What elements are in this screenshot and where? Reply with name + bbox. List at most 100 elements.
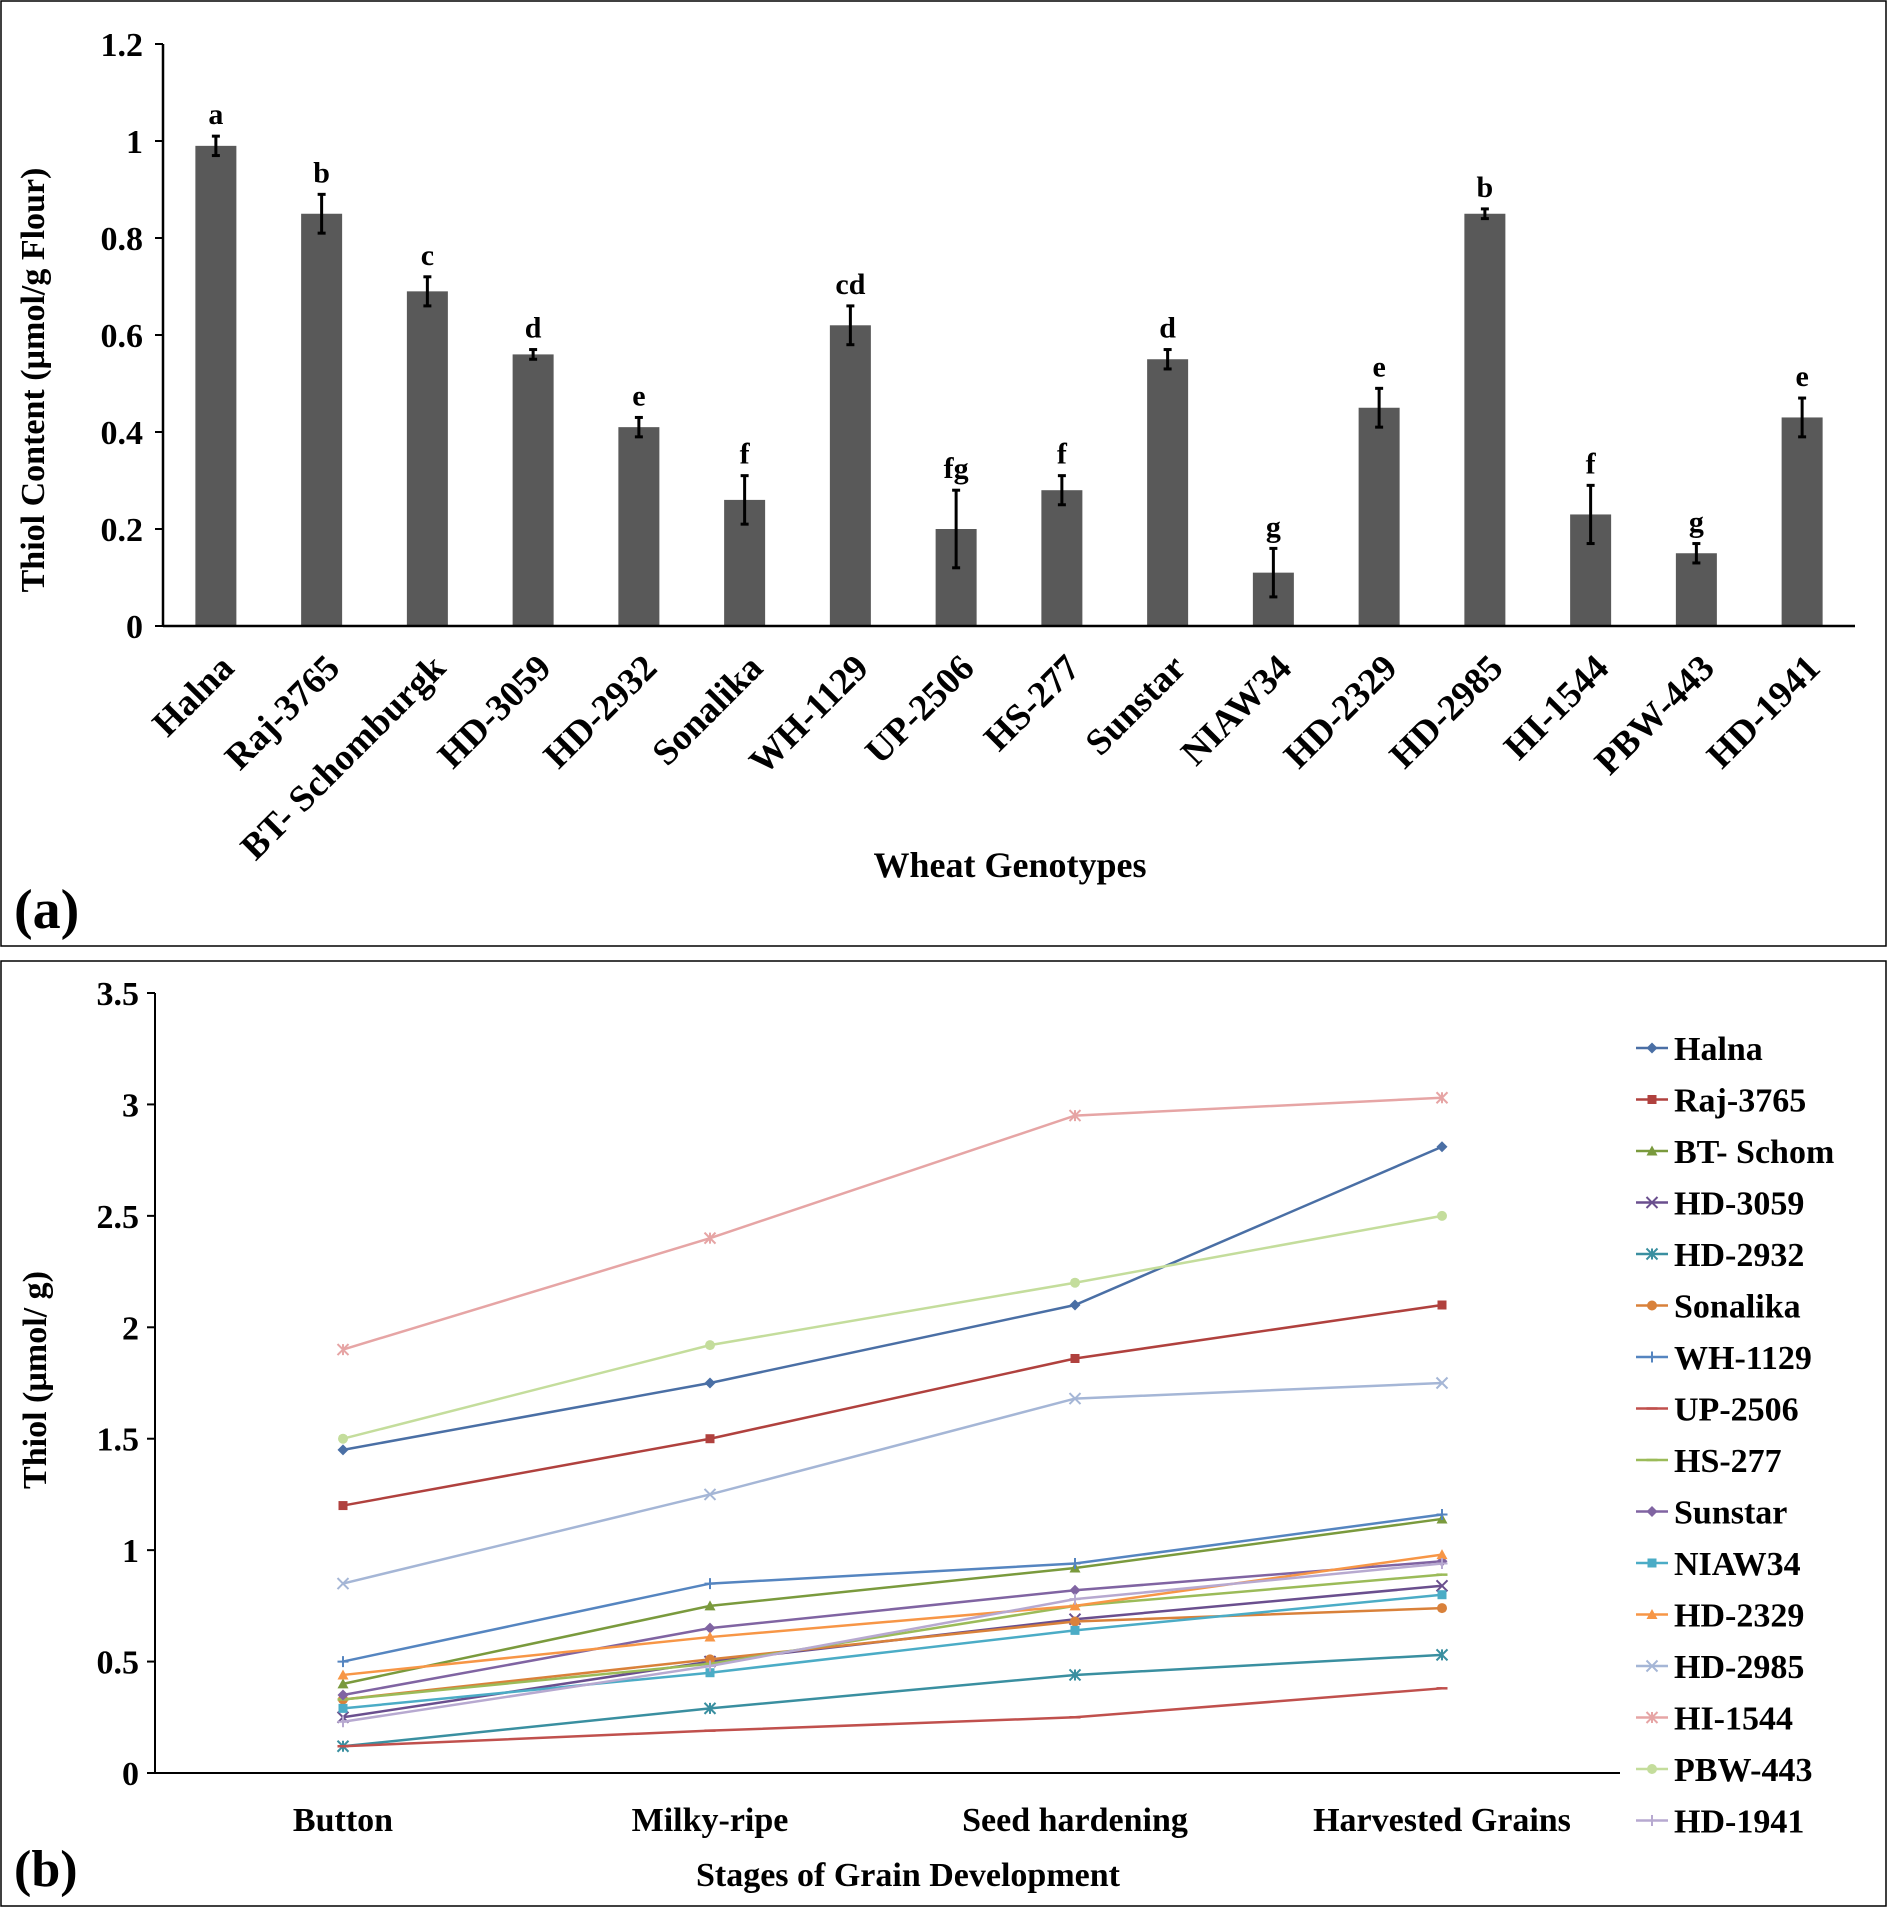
panel-b-label: (b) bbox=[14, 1841, 78, 1898]
panel-b-data-point bbox=[1068, 1109, 1082, 1122]
panel-b-legend-item: HI-1544 bbox=[1636, 1701, 1793, 1738]
panel-b-data-point bbox=[1437, 1603, 1447, 1614]
panel-b-legend-item: HD-3059 bbox=[1636, 1186, 1804, 1223]
panel-b-legend-item: Raj-3765 bbox=[1636, 1083, 1806, 1120]
panel-b-data-point bbox=[703, 1231, 717, 1245]
panel-a-significance-letter: d bbox=[525, 312, 542, 345]
panel-b-legend-marker bbox=[1647, 1095, 1657, 1104]
panel-b-data-point bbox=[336, 1577, 350, 1590]
panel-b-series bbox=[336, 1091, 1449, 1753]
panel-a-y-axis: 0 0.2 0.4 0.6 0.8 1 1.2 bbox=[101, 27, 165, 646]
panel-a-bar bbox=[1464, 213, 1506, 626]
panel-b-data-point bbox=[1437, 1210, 1447, 1221]
panel-b-legend-marker bbox=[1647, 1558, 1657, 1568]
panel-b-series-13 bbox=[336, 1091, 1449, 1356]
panel-b-y-tick-label: 0 bbox=[122, 1756, 139, 1793]
panel-a-bar bbox=[618, 427, 660, 626]
panel-a-bar bbox=[512, 354, 554, 626]
panel-b-legend-label: BT- Schom bbox=[1674, 1134, 1834, 1171]
panel-b-data-point bbox=[1436, 1558, 1448, 1570]
panel-b-series-6 bbox=[337, 1508, 1448, 1668]
panel-b-x-axis-label: Stages of Grain Development bbox=[696, 1857, 1121, 1894]
panel-b-data-point bbox=[1069, 1558, 1081, 1570]
panel-b-legend-label: NIAW34 bbox=[1674, 1546, 1801, 1583]
panel-b-series-14 bbox=[338, 1210, 1447, 1444]
panel-b-data-point bbox=[1070, 1616, 1080, 1627]
panel-b-legend-label: HD-2985 bbox=[1674, 1649, 1804, 1686]
panel-b-y-tick-label: 1.5 bbox=[97, 1422, 140, 1459]
panel-b-data-point bbox=[337, 1716, 349, 1728]
panel-b-data-point bbox=[337, 1656, 349, 1668]
panel-b-y-tick-label: 3 bbox=[122, 1087, 139, 1124]
panel-a-significance-letter: fg bbox=[944, 452, 969, 485]
panel-b-x-axis: Button Milky-ripe Seed hardening Harvested … bbox=[155, 1772, 1620, 1839]
panel-b-series-1 bbox=[338, 1300, 1447, 1511]
panel-b-y-tick-label: 1 bbox=[122, 1533, 139, 1570]
panel-b-data-point bbox=[704, 1578, 716, 1590]
panel-b-legend-item: HS-277 bbox=[1636, 1443, 1782, 1480]
panel-b-legend: Halna Raj-3765 BT- Schom HD-3059 HD-2932 Sona… bbox=[1636, 1031, 1834, 1841]
panel-b-y-tick-label: 2 bbox=[122, 1310, 139, 1347]
panel-a-significance-letter: b bbox=[313, 156, 330, 189]
panel-a-bar bbox=[1147, 359, 1189, 626]
panel-a-label: (a) bbox=[14, 879, 79, 941]
panel-b-data-point bbox=[1436, 1549, 1448, 1560]
panel-b-data-point bbox=[338, 1501, 348, 1511]
panel-a-bar bbox=[1358, 407, 1400, 626]
panel-b-series-5 bbox=[338, 1603, 1447, 1705]
panel-b-legend-marker bbox=[1646, 1351, 1658, 1363]
panel-a-x-tick-label: HD-2932 bbox=[536, 647, 665, 776]
panel-a-border bbox=[0, 0, 1887, 947]
panel-a-bar bbox=[1781, 417, 1823, 626]
panel-b-data-point bbox=[337, 1678, 349, 1689]
panel-b-legend-label: PBW-443 bbox=[1674, 1752, 1813, 1789]
panel-a-significance-letter: f bbox=[1586, 447, 1597, 480]
panel-a-x-tick-label: HD-1941 bbox=[1699, 647, 1828, 776]
panel-b-data-point bbox=[705, 1340, 715, 1351]
panel-a-bar bbox=[1675, 553, 1717, 626]
panel-b-data-point bbox=[338, 1703, 348, 1713]
panel-b-series-0 bbox=[337, 1141, 1448, 1456]
panel-b-legend-label: HD-1941 bbox=[1674, 1804, 1804, 1841]
panel-a-bar bbox=[406, 291, 448, 626]
panel-b-series-12 bbox=[336, 1376, 1449, 1590]
panel-a-x-tick-label: HD-2329 bbox=[1276, 647, 1405, 776]
panel-a-significance-letter: f bbox=[740, 438, 751, 471]
panel-b-x-tick-label: Harvested Grains bbox=[1313, 1802, 1571, 1839]
panel-b-series-line bbox=[342, 1145, 1443, 1452]
panel-b-x-tick-label: Seed hardening bbox=[962, 1802, 1188, 1839]
panel-b-legend-label: Raj-3765 bbox=[1674, 1083, 1806, 1120]
panel-b-data-point bbox=[337, 1689, 349, 1701]
panel-a-significance-letter: a bbox=[208, 98, 223, 131]
panel-a-x-axis-label: Wheat Genotypes bbox=[874, 845, 1147, 885]
panel-b-series-line bbox=[342, 1303, 1443, 1507]
panel-a-significance-letter: f bbox=[1057, 438, 1068, 471]
panel-b-legend-marker bbox=[1645, 1196, 1659, 1209]
panel-b-legend-item: PBW-443 bbox=[1636, 1752, 1813, 1789]
panel-b-legend-label: Halna bbox=[1674, 1031, 1763, 1068]
panel-b-data-point bbox=[1069, 1593, 1081, 1605]
panel-b-legend-label: WH-1129 bbox=[1674, 1340, 1812, 1377]
panel-b-series-line bbox=[342, 1096, 1443, 1351]
panel-b-legend-marker bbox=[1646, 1609, 1658, 1619]
panel-b-data-point bbox=[1069, 1584, 1081, 1596]
panel-b-legend-item: WH-1129 bbox=[1636, 1340, 1812, 1377]
panel-b-x-tick-label: Milky-ripe bbox=[632, 1802, 789, 1839]
panel-b-data-point bbox=[338, 1433, 348, 1444]
panel-b-data-point bbox=[336, 1343, 350, 1356]
panel-b-legend-item: Halna bbox=[1636, 1031, 1763, 1068]
panel-b-legend-label: HD-3059 bbox=[1674, 1186, 1804, 1223]
panel-b-legend-item: HD-2985 bbox=[1636, 1649, 1804, 1686]
panel-b-data-point bbox=[1070, 1277, 1080, 1288]
panel-b-series-line bbox=[342, 1560, 1443, 1697]
panel-b-data-point bbox=[337, 1669, 349, 1680]
panel-a-bar bbox=[301, 213, 343, 626]
panel-b-series-15 bbox=[337, 1558, 1448, 1728]
panel-a-y-tick-label: 1.2 bbox=[101, 27, 144, 64]
panel-b-series-line bbox=[342, 1653, 1443, 1748]
panel-b-data-point bbox=[705, 1668, 715, 1678]
panel-b-legend-label: Sunstar bbox=[1674, 1495, 1787, 1532]
panel-b-legend-label: HD-2932 bbox=[1674, 1237, 1804, 1274]
